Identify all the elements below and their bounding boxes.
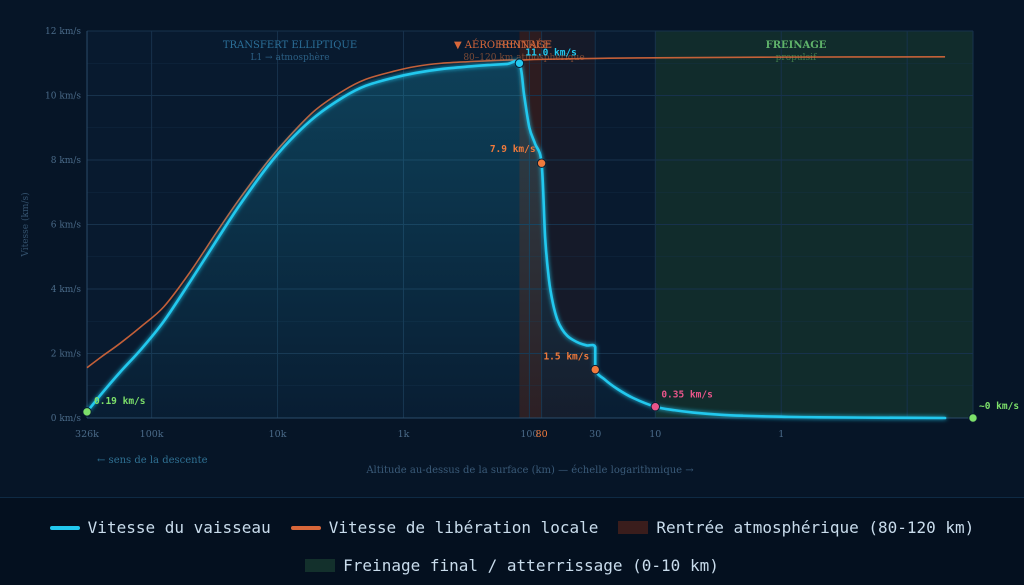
- descent-direction-note: ← sens de la descente: [97, 455, 208, 466]
- data-point-label: 11.0 km/s: [525, 47, 576, 58]
- legend-label-reentry: Rentrée atmosphérique (80-120 km): [656, 518, 975, 537]
- series-line-vessel-velocity: [85, 59, 947, 420]
- legend-swatch-reentry: [618, 521, 649, 534]
- y-tick-label: 6 km/s: [51, 221, 82, 231]
- x-tick-label: 30: [589, 429, 601, 440]
- y-tick-label: 12 km/s: [45, 27, 81, 37]
- x-tick-label: 1k: [398, 429, 410, 440]
- region-title-aerobraking: ▼ AÉROFREINAGE: [454, 39, 552, 51]
- x-tick-label: 100: [520, 429, 538, 440]
- y-tick-label: 10 km/s: [45, 92, 81, 102]
- legend-item-reentry[interactable]: Rentrée atmosphérique (80-120 km): [618, 518, 974, 537]
- legend-item-vessel[interactable]: Vitesse du vaisseau: [49, 518, 271, 537]
- x-tick-label: 80: [536, 429, 548, 440]
- region-title-braking: FREINAGE: [766, 40, 827, 51]
- x-tick-label: 1: [778, 429, 784, 440]
- velocity-altitude-chart: 0 km/s 2 km/s 4 km/s 6 km/s 8 km/s 10 km/s 12 …: [20, 27, 1019, 476]
- region-title-transfer: TRANSFERT ELLIPTIQUE: [223, 40, 357, 51]
- x-tick-label: 100k: [140, 429, 164, 440]
- data-point-4: [650, 402, 661, 412]
- legend-row-1: Vitesse du vaisseau Vitesse de libératio…: [0, 518, 1024, 537]
- region-subtitle-transfer: L1 → atmosphère: [250, 52, 329, 63]
- region-title-reentry: RENTRÉE: [498, 39, 550, 51]
- y-axis-title: Vitesse (km/s): [20, 192, 31, 257]
- data-point-1: [514, 58, 525, 68]
- y-tick-label: 0 km/s: [51, 414, 82, 424]
- region-subtitle-reentry: 80–120 km atmosphérique: [463, 52, 584, 63]
- legend-label-vessel: Vitesse du vaisseau: [87, 518, 271, 537]
- y-tick-label: 4 km/s: [51, 285, 82, 295]
- legend-swatch-braking: [305, 559, 336, 572]
- data-point-label: 7.9 km/s: [490, 144, 536, 155]
- vessel-area-fill: [87, 61, 946, 419]
- data-point-label: ~0 km/s: [979, 401, 1019, 412]
- legend-label-braking: Freinage final / atterrissage (0-10 km): [343, 556, 719, 575]
- region-subtitle-braking: propulsif: [776, 53, 817, 63]
- data-point-5: [968, 413, 978, 423]
- legend-swatch-escape: [290, 525, 321, 530]
- data-point-label: 0.19 km/s: [94, 396, 145, 407]
- x-tick-label: 10: [649, 429, 661, 440]
- legend-row-2: Freinage final / atterrissage (0-10 km): [0, 556, 1024, 575]
- y-tick-label: 8 km/s: [51, 156, 82, 166]
- chart-legend: Vitesse du vaisseau Vitesse de libératio…: [0, 497, 1024, 585]
- series-line-escape-velocity: [86, 56, 946, 369]
- x-axis-title: Altitude au-dessus de la surface (km) — …: [365, 465, 694, 476]
- data-point-label: 0.35 km/s: [661, 390, 712, 401]
- x-tick-label: 326k: [75, 429, 99, 440]
- legend-swatch-vessel: [49, 525, 80, 530]
- legend-item-braking[interactable]: Freinage final / atterrissage (0-10 km): [305, 556, 719, 575]
- legend-item-escape[interactable]: Vitesse de libération locale: [290, 518, 599, 537]
- data-point-2: [536, 158, 547, 168]
- legend-label-escape: Vitesse de libération locale: [328, 518, 599, 537]
- data-point-3: [590, 364, 600, 375]
- data-point-label: 1.5 km/s: [543, 352, 589, 363]
- y-tick-label: 2 km/s: [51, 350, 82, 360]
- data-point-0: [82, 407, 92, 417]
- x-tick-label: 10k: [269, 429, 287, 440]
